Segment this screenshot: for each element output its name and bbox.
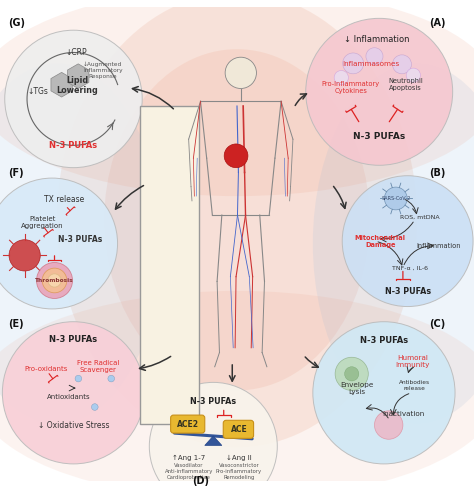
Circle shape	[42, 268, 67, 293]
Text: Remodeling: Remodeling	[223, 475, 255, 480]
Text: N-3 PUFAs: N-3 PUFAs	[58, 235, 103, 244]
Text: ↓ Oxidative Stress: ↓ Oxidative Stress	[38, 421, 109, 431]
Text: Vasodilator: Vasodilator	[174, 463, 203, 468]
Text: Free Radical
Scavenger: Free Radical Scavenger	[77, 360, 119, 373]
Text: Antioxidants: Antioxidants	[47, 393, 91, 400]
Ellipse shape	[0, 291, 474, 487]
Text: (D): (D)	[192, 476, 209, 486]
Text: Inactivation: Inactivation	[382, 411, 424, 417]
Circle shape	[149, 382, 277, 487]
Circle shape	[374, 411, 403, 439]
Text: Platelet
Aggregation: Platelet Aggregation	[21, 216, 64, 229]
Circle shape	[0, 178, 118, 309]
Circle shape	[5, 30, 142, 168]
Circle shape	[36, 262, 73, 299]
Circle shape	[313, 322, 455, 464]
Text: ↓Augmented
Inflammatory
Response: ↓Augmented Inflammatory Response	[83, 62, 123, 79]
Text: ROS, mtDNA: ROS, mtDNA	[400, 215, 439, 220]
FancyBboxPatch shape	[171, 415, 205, 433]
Circle shape	[335, 357, 368, 391]
Text: N-3 PUFAs: N-3 PUFAs	[49, 335, 98, 344]
Text: Vasoconstrictor: Vasoconstrictor	[219, 463, 259, 468]
Circle shape	[306, 19, 453, 165]
Circle shape	[9, 240, 40, 271]
Text: N-3 PUFAs: N-3 PUFAs	[353, 132, 405, 141]
Text: (C): (C)	[429, 319, 445, 329]
Text: TX release: TX release	[44, 195, 84, 205]
Ellipse shape	[104, 49, 370, 391]
Circle shape	[366, 48, 383, 65]
Text: (B): (B)	[429, 168, 446, 178]
Ellipse shape	[0, 0, 474, 196]
Circle shape	[392, 55, 411, 74]
Text: (F): (F)	[9, 168, 24, 178]
Polygon shape	[205, 436, 222, 446]
Circle shape	[384, 187, 407, 210]
Circle shape	[345, 367, 359, 381]
Text: ↓ Inflammation: ↓ Inflammation	[344, 35, 410, 44]
Circle shape	[343, 53, 364, 74]
Text: Envelope
Lysis: Envelope Lysis	[340, 382, 373, 394]
Circle shape	[406, 68, 420, 82]
Text: (E): (E)	[9, 319, 24, 329]
Text: TNF-α , IL-6: TNF-α , IL-6	[392, 266, 428, 271]
Circle shape	[2, 322, 145, 464]
Text: Thrombosis: Thrombosis	[35, 278, 74, 283]
Text: ACE: ACE	[230, 425, 247, 434]
Text: Pro-Inflammatory
Cytokines: Pro-Inflammatory Cytokines	[322, 80, 380, 94]
Circle shape	[75, 375, 82, 382]
Text: Humoral
Immunity: Humoral Immunity	[395, 356, 429, 369]
Text: Mitochondrial
Damage: Mitochondrial Damage	[355, 235, 406, 247]
Ellipse shape	[0, 63, 161, 424]
Text: (A): (A)	[429, 19, 446, 28]
Text: Neutrophil
Apoptosis: Neutrophil Apoptosis	[388, 78, 423, 91]
Text: Pro-inflammatory: Pro-inflammatory	[216, 469, 262, 474]
FancyBboxPatch shape	[140, 106, 199, 424]
Circle shape	[342, 176, 473, 306]
Text: Pro-oxidants: Pro-oxidants	[24, 366, 68, 372]
Ellipse shape	[57, 0, 417, 448]
Text: Anti-inflammatory: Anti-inflammatory	[164, 469, 213, 474]
Circle shape	[48, 274, 61, 287]
Circle shape	[224, 144, 248, 168]
Circle shape	[225, 57, 256, 89]
Circle shape	[334, 71, 348, 85]
Text: Antibodies
release: Antibodies release	[399, 380, 430, 391]
Text: Inflammasomes: Inflammasomes	[342, 61, 399, 67]
Text: N-3 PUFAs: N-3 PUFAs	[190, 397, 237, 406]
Ellipse shape	[313, 63, 474, 424]
Text: Inflammation: Inflammation	[416, 243, 461, 249]
Text: N-3 PUFAs: N-3 PUFAs	[384, 287, 431, 297]
Text: Cardioprotective: Cardioprotective	[167, 475, 210, 480]
Circle shape	[108, 375, 115, 382]
Text: (G): (G)	[9, 19, 26, 28]
Text: ↓CRP: ↓CRP	[65, 48, 87, 57]
Text: N-3 PUFAs: N-3 PUFAs	[49, 141, 98, 150]
Text: SARS-CoV-2: SARS-CoV-2	[381, 196, 410, 201]
Text: ↓TGs: ↓TGs	[27, 87, 48, 96]
Text: N-3 PUFAs: N-3 PUFAs	[360, 336, 408, 345]
FancyBboxPatch shape	[223, 420, 254, 438]
Text: Lipid
Lowering: Lipid Lowering	[56, 76, 98, 95]
Text: ↓Ang II: ↓Ang II	[226, 455, 252, 461]
Circle shape	[91, 404, 98, 411]
Text: ↑Ang 1-7: ↑Ang 1-7	[172, 455, 205, 461]
Text: ACE2: ACE2	[177, 420, 199, 429]
